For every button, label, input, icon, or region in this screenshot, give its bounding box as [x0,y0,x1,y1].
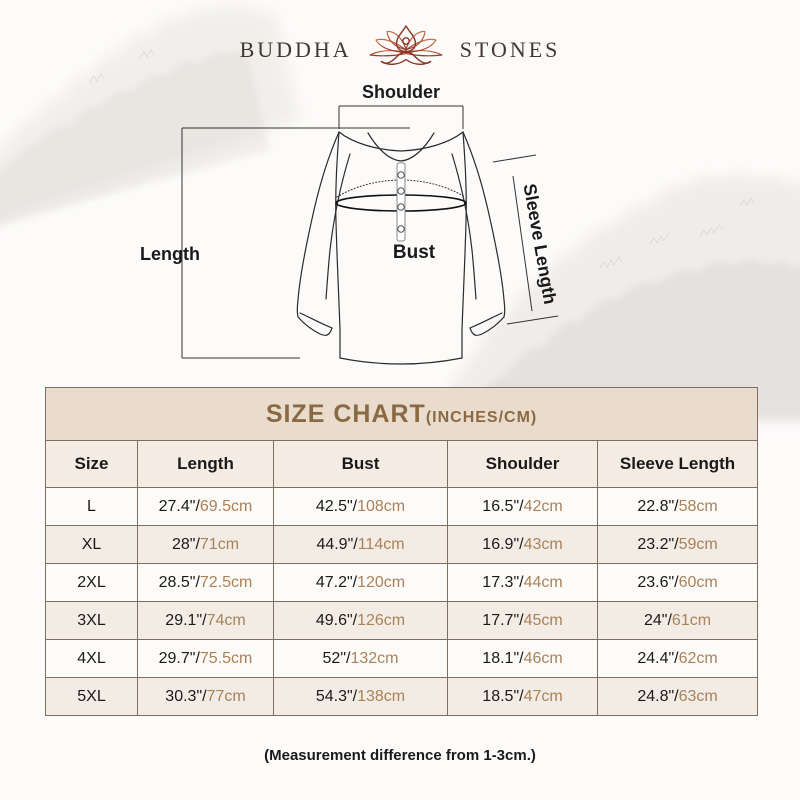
svg-text:Bust: Bust [393,242,436,263]
svg-text:Sleeve Length: Sleeve Length [519,182,560,306]
svg-text:Shoulder: Shoulder [362,82,440,102]
svg-text:Length: Length [140,244,200,264]
